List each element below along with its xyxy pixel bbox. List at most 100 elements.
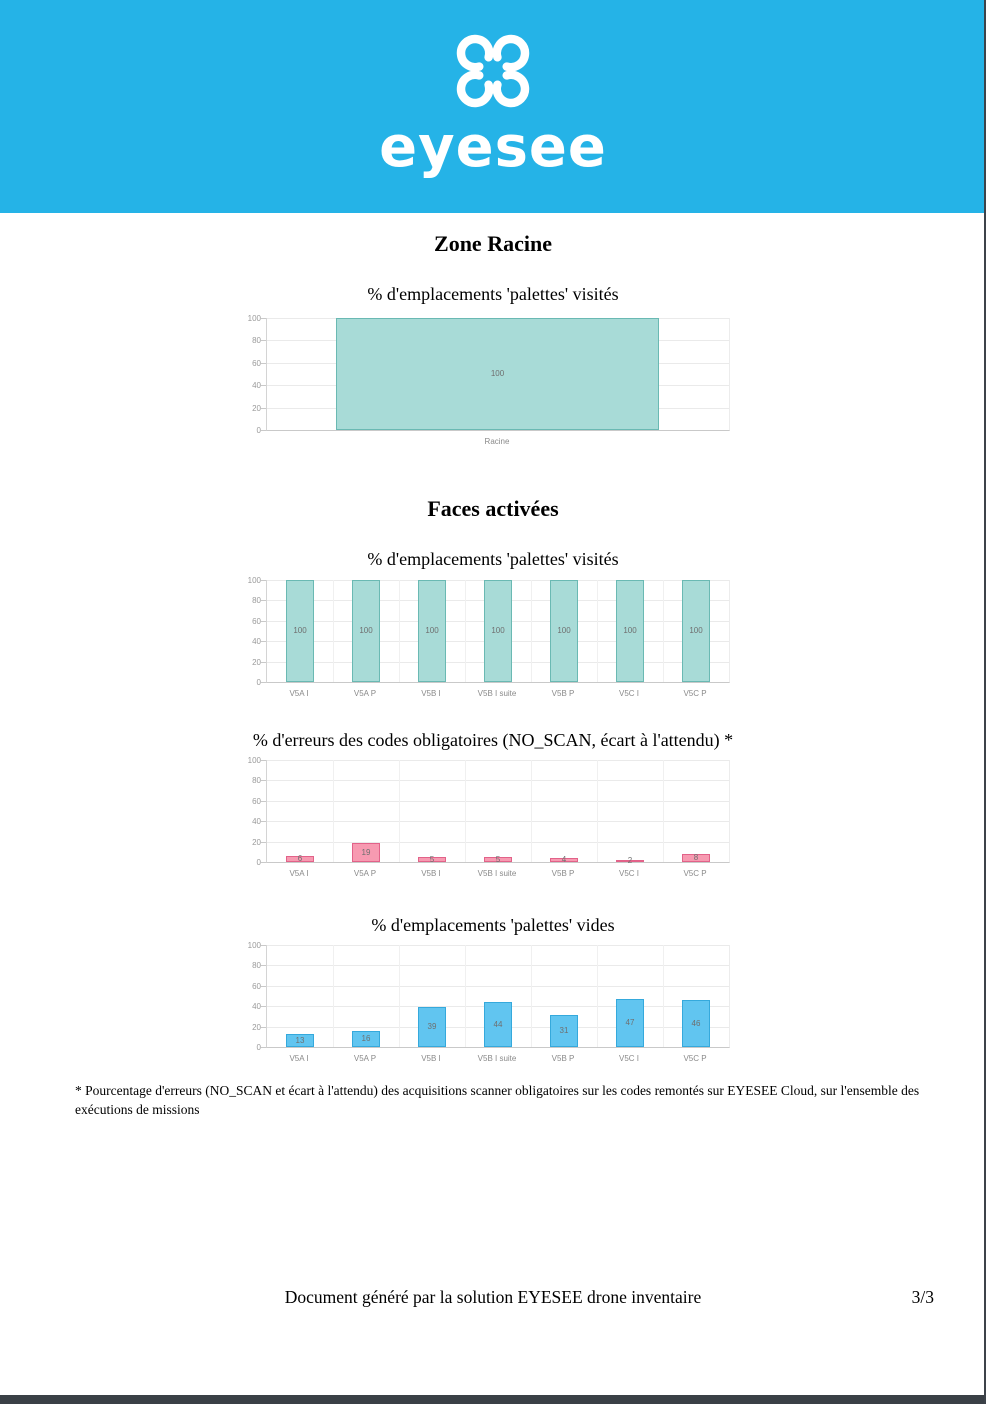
bar-value-label: 100 <box>689 626 703 635</box>
bar: 5 <box>418 855 446 863</box>
bar: 100 <box>550 580 578 682</box>
y-tick-label: 100 <box>247 576 261 585</box>
y-tick-label: 40 <box>252 817 261 827</box>
eyesee-clover-logo-icon <box>456 34 530 108</box>
viewer-right-edge <box>984 0 986 1404</box>
category-separator <box>663 760 664 862</box>
chart-title-erreurs-codes: % d'erreurs des codes obligatoires (NO_S… <box>252 730 734 750</box>
x-category-label: V5A I <box>289 869 309 878</box>
bar-value-label: 100 <box>557 626 571 635</box>
x-category-label: V5A P <box>353 1054 377 1063</box>
bar-value-label: 8 <box>693 853 699 862</box>
y-tick-mark <box>261 600 266 602</box>
bar: 39 <box>418 1007 446 1047</box>
category-separator <box>531 760 532 862</box>
bar: 100 <box>616 580 644 682</box>
y-tick-label: 40 <box>252 381 261 391</box>
y-tick-label: 60 <box>252 616 261 626</box>
y-tick-label: 0 <box>256 426 261 435</box>
category-separator <box>333 945 334 1047</box>
chart-plot-area: 13 16 39 44 31 47 46 <box>266 945 730 1048</box>
bar: 100 <box>352 580 380 682</box>
chart-palettes-visites-racine: 0 20 40 60 80 100 100 Racine <box>223 314 753 458</box>
y-tick-label: 60 <box>252 358 261 368</box>
bar: 19 <box>352 843 380 862</box>
x-category-label: V5B P <box>551 689 575 698</box>
x-category-label: V5A P <box>353 869 377 878</box>
y-tick-label: 80 <box>252 336 261 346</box>
header-band: eyesee <box>0 0 986 213</box>
category-separator <box>663 580 664 682</box>
bar: 44 <box>484 1002 512 1047</box>
y-tick-mark <box>261 661 266 663</box>
y-tick-label: 80 <box>252 596 261 606</box>
category-separator <box>465 945 466 1047</box>
chart-erreurs-codes: 0 20 40 60 80 100 6 19 5 5 4 2 8 V5A I V5A P V5B I V5B I… <box>223 756 753 890</box>
x-category-label: V5B P <box>551 1054 575 1063</box>
y-tick-mark <box>261 862 266 863</box>
section-heading-faces-activees: Faces activées <box>427 496 559 521</box>
chart-palettes-vides: 0 20 40 60 80 100 13 16 39 44 31 47 46 V5A I V5A P V5B … <box>223 941 753 1075</box>
x-category-label: V5B I <box>421 1054 441 1063</box>
bar-value-label: 100 <box>425 626 439 635</box>
category-separator <box>531 945 532 1047</box>
bar-value-label: 100 <box>359 626 373 635</box>
x-category-label: V5C I <box>618 1054 639 1063</box>
bar-value-label: 6 <box>297 854 303 863</box>
category-separator <box>663 945 664 1047</box>
y-tick-label: 40 <box>252 637 261 647</box>
bar-value-label: 100 <box>623 626 637 635</box>
bar-value-label: 13 <box>295 1035 305 1045</box>
bar-value-label: 5 <box>495 854 501 864</box>
y-tick-mark <box>261 965 266 967</box>
x-category-label: V5C P <box>683 1054 707 1063</box>
y-tick-mark <box>261 407 266 409</box>
x-category-label: V5B I <box>421 869 441 878</box>
x-category-label: V5A I <box>289 689 309 698</box>
bar-value-label: 16 <box>361 1034 371 1043</box>
category-separator <box>399 580 400 682</box>
category-separator <box>465 760 466 862</box>
category-separator <box>333 760 334 862</box>
bar: 100 <box>682 580 710 682</box>
y-tick-label: 20 <box>252 837 261 847</box>
chart-title-palettes-visites-faces: % d'emplacements 'palettes' visités <box>367 549 619 569</box>
y-tick-mark <box>261 318 266 319</box>
y-tick-mark <box>261 760 266 761</box>
category-separator <box>597 580 598 682</box>
y-tick-mark <box>261 945 266 946</box>
category-separator <box>399 945 400 1047</box>
y-tick-label: 80 <box>252 776 261 786</box>
y-tick-mark <box>261 620 266 622</box>
x-category-label: V5C P <box>683 869 707 878</box>
gridline <box>267 841 729 843</box>
y-tick-label: 100 <box>247 756 261 765</box>
bar: 100 <box>418 580 446 682</box>
gridline <box>267 760 729 761</box>
page-number: 3/3 <box>911 1287 934 1307</box>
category-separator <box>597 945 598 1047</box>
y-tick-label: 100 <box>247 941 261 950</box>
x-category-label: V5B I suite <box>477 1054 517 1063</box>
category-separator <box>531 580 532 682</box>
y-tick-mark <box>261 682 266 683</box>
bar-value-label: 44 <box>493 1019 503 1029</box>
bar: 13 <box>286 1034 314 1047</box>
y-tick-mark <box>261 430 266 431</box>
viewer-bottom-edge <box>0 1395 986 1404</box>
x-category-label: V5C I <box>618 869 639 878</box>
bar-value-label: 47 <box>625 1018 635 1027</box>
gridline <box>267 780 729 782</box>
bar: 4 <box>550 856 578 864</box>
bar: 100 <box>286 580 314 682</box>
x-category-label: V5B P <box>551 869 575 878</box>
footnote: * Pourcentage d'erreurs (NO_SCAN et écar… <box>75 1083 920 1117</box>
bar-value-label: 19 <box>361 847 371 857</box>
bar-value-label: 100 <box>490 369 505 378</box>
y-tick-label: 0 <box>256 858 261 867</box>
x-category-label: V5A P <box>353 689 377 698</box>
x-category-label: V5C I <box>618 689 639 698</box>
chart-plot-area: 100 100 100 100 100 100 100 <box>266 580 730 683</box>
y-tick-label: 80 <box>252 961 261 971</box>
y-tick-label: 20 <box>252 403 261 413</box>
